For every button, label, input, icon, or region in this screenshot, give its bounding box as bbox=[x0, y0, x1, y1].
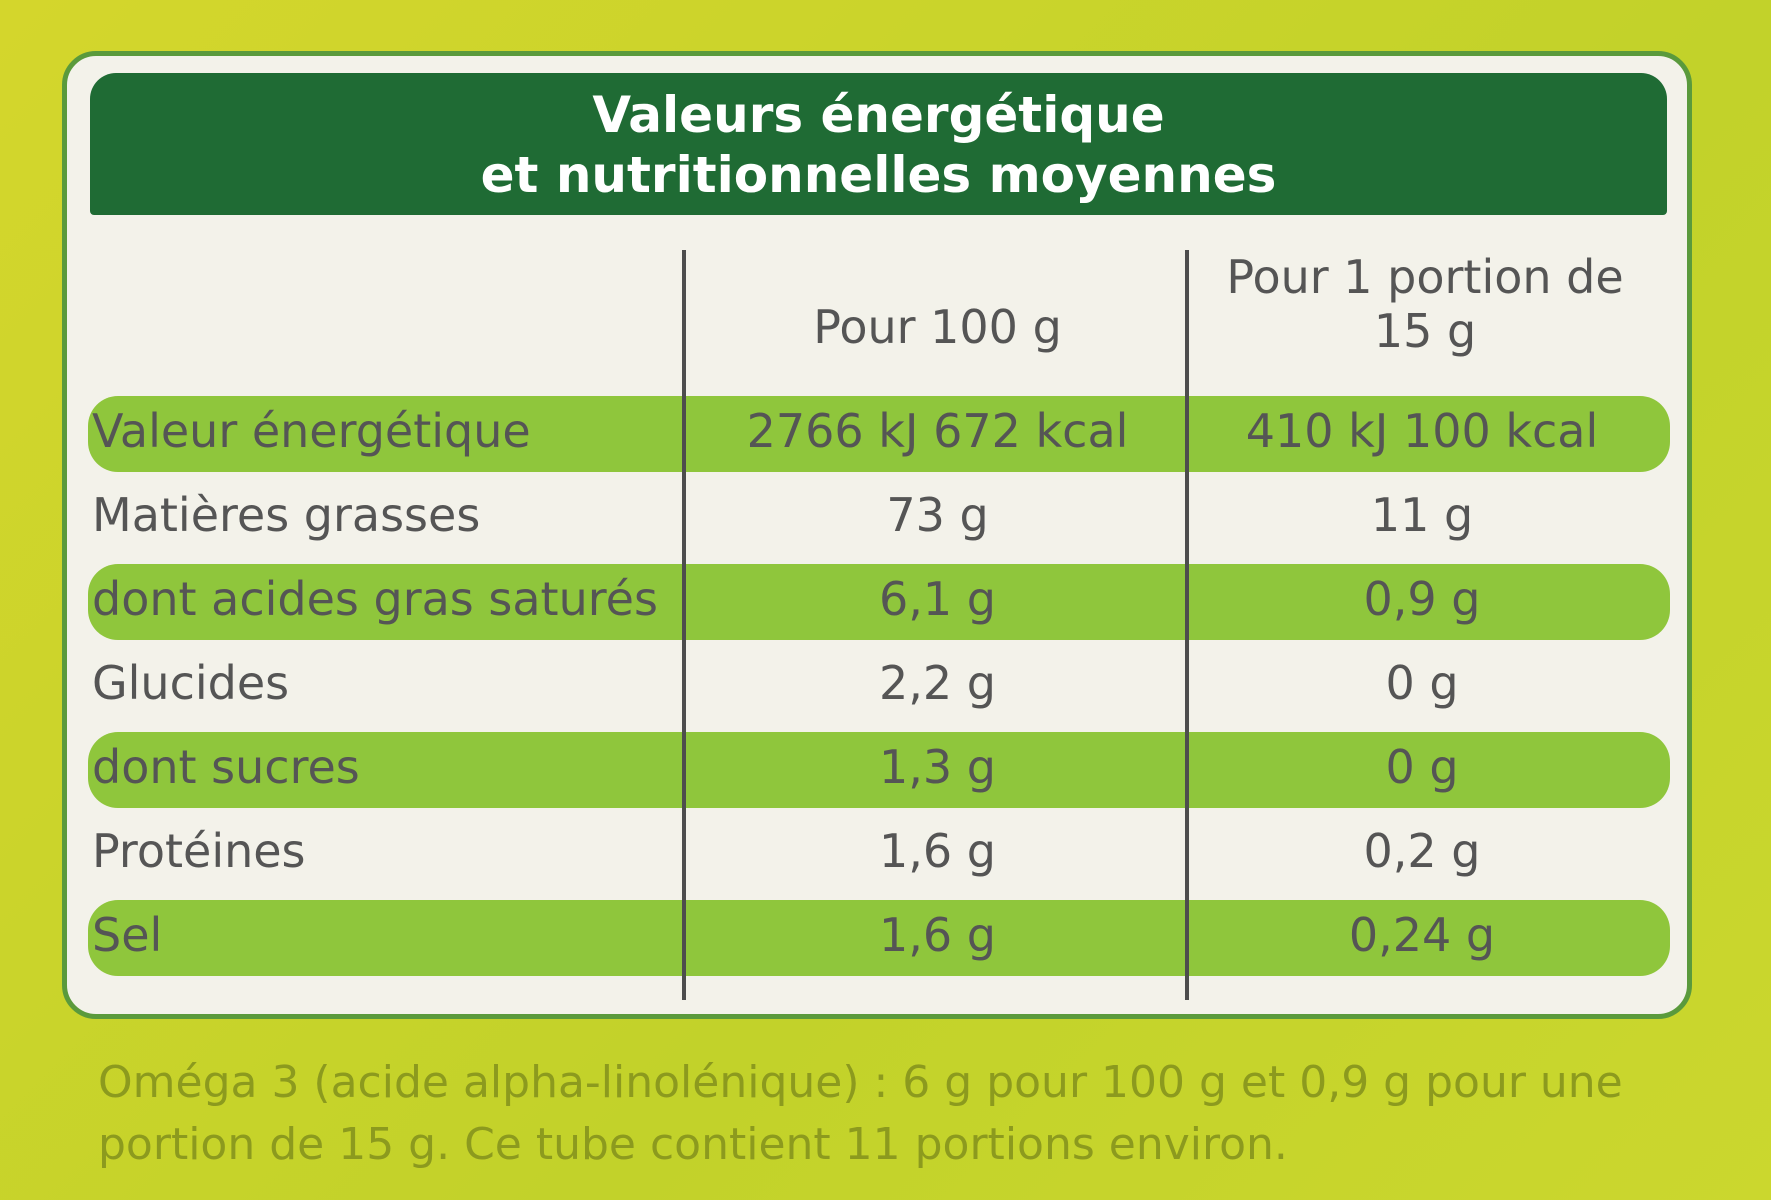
row-stripe bbox=[88, 396, 1670, 472]
value-per-portion: 410 kJ 100 kcal bbox=[1245, 404, 1599, 458]
value-per-100g: 1,6 g bbox=[879, 824, 996, 878]
row-label: Valeur énergétique bbox=[92, 404, 531, 458]
title-line: et nutritionnelles moyennes bbox=[480, 146, 1277, 204]
row-label: Glucides bbox=[92, 656, 290, 710]
row-stripe bbox=[88, 564, 1670, 640]
row-stripe bbox=[88, 900, 1670, 976]
column-divider bbox=[1185, 250, 1189, 1000]
value-per-portion: 11 g bbox=[1370, 488, 1474, 542]
row-label: Matières grasses bbox=[92, 488, 481, 542]
footer-note: Oméga 3 (acide alpha-linolénique) : 6 g … bbox=[98, 1057, 1623, 1170]
row-label: Protéines bbox=[92, 824, 306, 878]
value-per-100g: 1,3 g bbox=[879, 740, 996, 794]
value-per-portion: 0,2 g bbox=[1363, 824, 1481, 878]
value-per-portion: 0,24 g bbox=[1348, 908, 1496, 962]
row-stripe bbox=[88, 732, 1670, 808]
title-line: Valeurs énergétique bbox=[592, 86, 1165, 144]
value-per-portion: 0 g bbox=[1385, 740, 1459, 794]
row-label: dont acides gras saturés bbox=[92, 572, 658, 626]
value-per-100g: 1,6 g bbox=[879, 908, 996, 962]
column-header: Pour 100 g bbox=[813, 300, 1062, 354]
row-label: Sel bbox=[92, 908, 163, 962]
column-divider bbox=[682, 250, 686, 1000]
value-per-portion: 0,9 g bbox=[1363, 572, 1481, 626]
value-per-100g: 73 g bbox=[886, 488, 989, 542]
column-header: Pour 1 portion de 15 g bbox=[1226, 250, 1624, 358]
value-per-100g: 2,2 g bbox=[879, 656, 996, 710]
label-header: Valeurs énergétique et nutritionnelles m… bbox=[90, 73, 1667, 215]
value-per-portion: 0 g bbox=[1385, 656, 1459, 710]
value-per-100g: 6,1 g bbox=[879, 572, 996, 626]
value-per-100g: 2766 kJ 672 kcal bbox=[746, 404, 1129, 458]
row-label: dont sucres bbox=[92, 740, 360, 794]
